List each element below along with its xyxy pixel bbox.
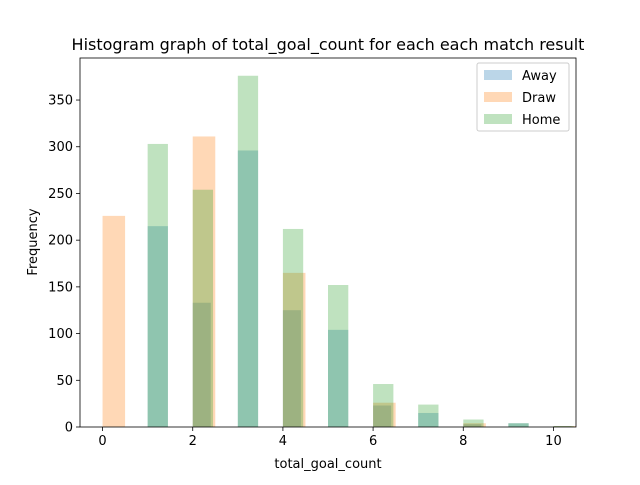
legend-swatch-away bbox=[484, 70, 512, 80]
bar-home-2 bbox=[237, 75, 259, 428]
bar-away-3 bbox=[282, 310, 301, 427]
legend-label-away: Away bbox=[522, 69, 557, 84]
x-tick-label: 0 bbox=[98, 434, 106, 449]
y-tick-label: 250 bbox=[48, 187, 73, 202]
legend-swatch-draw bbox=[484, 92, 512, 102]
bar-away-4 bbox=[328, 329, 349, 427]
x-tick-label: 4 bbox=[279, 434, 287, 449]
y-axis-label: Frequency bbox=[26, 208, 41, 275]
y-tick-label: 150 bbox=[48, 280, 73, 295]
legend: Away Draw Home bbox=[476, 62, 570, 132]
bar-draw-1 bbox=[192, 136, 216, 427]
bar-home-4 bbox=[328, 285, 349, 427]
x-tick-label: 6 bbox=[369, 434, 377, 449]
bars-layer bbox=[102, 75, 576, 428]
bar-away-5 bbox=[373, 405, 392, 427]
legend-label-home: Home bbox=[522, 113, 560, 128]
bar-home-7 bbox=[463, 419, 484, 427]
bar-home-1 bbox=[192, 189, 214, 427]
y-tick-label: 300 bbox=[48, 140, 73, 155]
x-axis-ticks: 0 2 4 6 8 10 bbox=[98, 427, 562, 449]
y-tick-label: 350 bbox=[48, 94, 73, 109]
bar-draw-2 bbox=[282, 272, 306, 427]
bar-home-8 bbox=[508, 423, 529, 427]
chart-title: Histogram graph of total_goal_count for … bbox=[72, 35, 585, 55]
y-axis-ticks: 0 50 100 150 200 250 300 350 bbox=[48, 94, 80, 436]
bar-home-6 bbox=[418, 404, 439, 427]
bar-draw-0 bbox=[102, 215, 126, 427]
y-tick-label: 200 bbox=[48, 234, 73, 249]
x-tick-label: 2 bbox=[189, 434, 197, 449]
y-tick-label: 50 bbox=[56, 374, 73, 389]
bar-home-0 bbox=[147, 143, 168, 427]
x-tick-label: 10 bbox=[545, 434, 562, 449]
legend-swatch-home bbox=[484, 114, 512, 124]
bar-away-0 bbox=[147, 226, 168, 427]
bar-away-8 bbox=[508, 423, 529, 427]
bar-away-9 bbox=[553, 426, 572, 427]
bar-away-1 bbox=[192, 302, 211, 427]
x-axis-label: total_goal_count bbox=[274, 457, 381, 472]
x-tick-label: 8 bbox=[459, 434, 467, 449]
bar-draw-4 bbox=[463, 423, 486, 427]
bar-home-9 bbox=[553, 426, 574, 427]
bar-away-7 bbox=[463, 424, 482, 427]
bar-home-3 bbox=[282, 228, 304, 427]
y-tick-label: 0 bbox=[65, 421, 73, 436]
bar-home-5 bbox=[373, 384, 394, 427]
bar-draw-3 bbox=[373, 402, 396, 427]
plot-frame bbox=[79, 57, 577, 428]
legend-label-draw: Draw bbox=[522, 91, 556, 106]
legend-frame bbox=[476, 62, 570, 132]
y-tick-label: 100 bbox=[48, 327, 73, 342]
bar-away-6 bbox=[418, 412, 439, 427]
bar-away-2 bbox=[237, 150, 259, 427]
bar-draw-5 bbox=[553, 426, 576, 427]
